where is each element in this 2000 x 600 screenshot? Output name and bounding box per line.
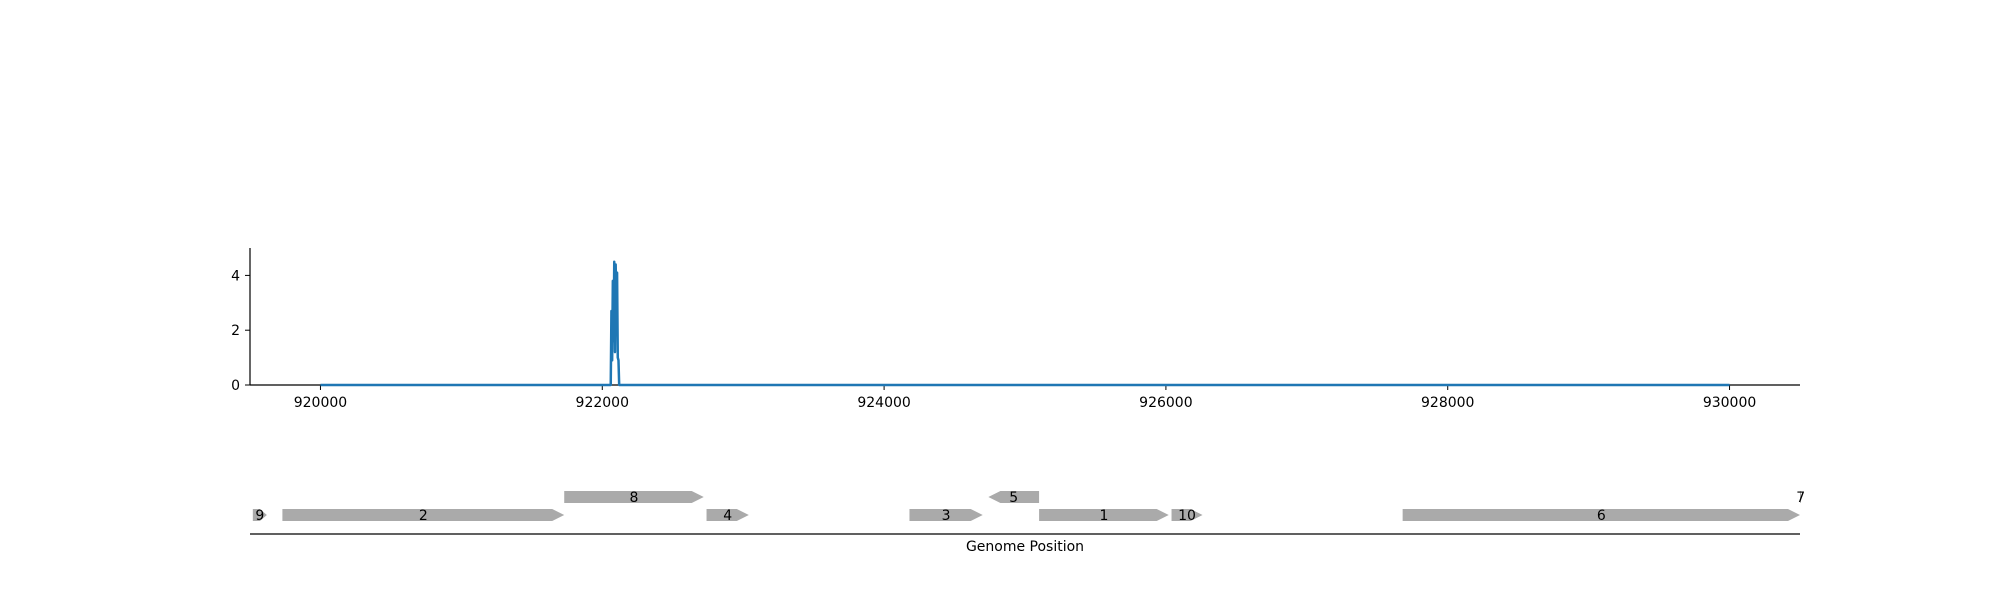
gene-arrow-9 [252,509,267,521]
gene-arrow-8 [564,491,704,503]
gene-label-10: 10 [1178,508,1196,524]
gene-arrow-3 [909,509,983,521]
gene-label-7: 7 [1796,490,1805,506]
gene-group: 9 2 8 4 3 5 1 10 6 7 [252,490,1805,524]
gene-arrow-5 [988,491,1040,503]
gene-label-3: 3 [942,508,951,524]
coverage-chart: 920000 922000 924000 926000 928000 930000 0 2 4 [231,248,1800,411]
gene-track-xlabel: Genome Position [966,539,1084,555]
gene-label-2: 2 [419,508,428,524]
gene-arrow-1 [1039,509,1169,521]
gene-arrow-7 [1800,491,1802,503]
gene-label-6: 6 [1597,508,1606,524]
x-tick-label: 922000 [576,395,629,411]
gene-label-8: 8 [630,490,639,506]
gene-label-9: 9 [255,508,264,524]
x-tick-label: 930000 [1703,395,1756,411]
gene-label-4: 4 [723,508,732,524]
y-tick-label: 2 [231,323,240,339]
gene-label-5: 5 [1009,490,1018,506]
gene-arrow-6 [1402,509,1800,521]
x-tick-label: 926000 [1139,395,1192,411]
coverage-series-line [320,260,1730,387]
x-tick-label: 924000 [857,395,910,411]
gene-arrow-2 [282,509,565,521]
x-tick-label: 928000 [1421,395,1474,411]
y-tick-label: 0 [231,378,240,394]
gene-arrow-4 [706,509,749,521]
gene-arrow-10 [1171,509,1203,521]
gene-track: 9 2 8 4 3 5 1 10 6 7 Genome Position [250,490,1805,555]
x-axis-ticks: 920000 922000 924000 926000 928000 930000 [294,385,1756,411]
y-tick-label: 4 [231,268,240,284]
series-group [320,260,1730,387]
x-tick-label: 920000 [294,395,347,411]
gene-label-1: 1 [1099,508,1108,524]
y-axis-ticks: 0 2 4 [231,268,250,394]
